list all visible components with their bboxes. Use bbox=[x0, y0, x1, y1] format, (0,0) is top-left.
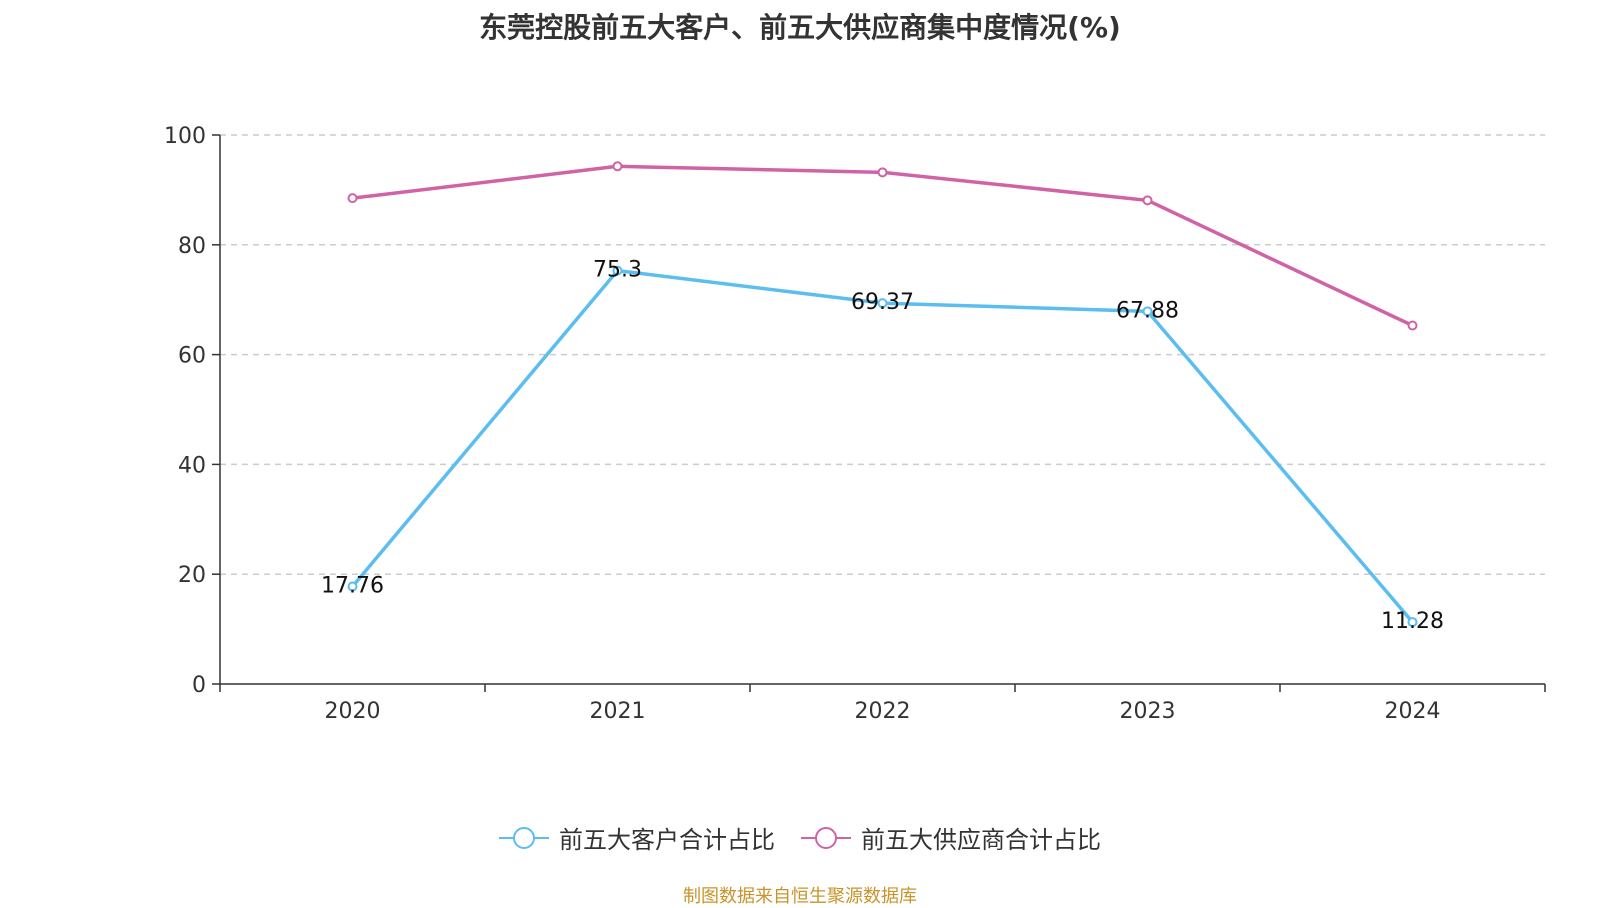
data-point-0 bbox=[612, 265, 623, 276]
y-tick-label: 0 bbox=[192, 673, 206, 698]
x-tick-label: 2021 bbox=[590, 699, 646, 724]
x-tick-label: 2024 bbox=[1385, 699, 1441, 724]
legend: 前五大客户合计占比 前五大供应商合计占比 bbox=[0, 820, 1600, 855]
axes: 0 20 40 60 80 100 2020 2021 2022 2023 2024 bbox=[164, 124, 1546, 724]
data-label: 67.88 bbox=[1116, 298, 1179, 323]
data-point-1 bbox=[1407, 320, 1418, 331]
data-labels: 17.76 75.3 69.37 67.88 11.28 bbox=[321, 258, 1444, 634]
legend-marker-suppliers-icon bbox=[801, 825, 851, 851]
y-tick-label: 40 bbox=[178, 453, 206, 478]
data-point-0 bbox=[347, 581, 358, 592]
x-tick-label: 2020 bbox=[325, 699, 381, 724]
source-note: 制图数据来自恒生聚源数据库 bbox=[683, 886, 917, 907]
data-point-1 bbox=[612, 161, 623, 172]
chart-title: 东莞控股前五大客户、前五大供应商集中度情况(%) bbox=[479, 11, 1121, 44]
legend-label-customers: 前五大客户合计占比 bbox=[559, 826, 775, 854]
series-layer bbox=[347, 161, 1418, 628]
legend-item-customers[interactable]: 前五大客户合计占比 bbox=[499, 820, 775, 855]
data-point-1 bbox=[877, 167, 888, 178]
y-tick-label: 80 bbox=[178, 234, 206, 259]
x-tick-label: 2022 bbox=[855, 699, 911, 724]
data-point-1 bbox=[347, 193, 358, 204]
data-label: 75.3 bbox=[593, 258, 642, 283]
data-point-1 bbox=[1142, 195, 1153, 206]
series-line-0 bbox=[351, 268, 1414, 624]
data-label: 17.76 bbox=[321, 573, 384, 598]
data-point-0 bbox=[1142, 306, 1153, 317]
y-tick-label: 60 bbox=[178, 344, 206, 369]
grid-lines bbox=[220, 134, 1545, 575]
x-tick-label: 2023 bbox=[1120, 699, 1176, 724]
y-tick-label: 100 bbox=[164, 124, 206, 149]
data-label: 11.28 bbox=[1381, 609, 1444, 634]
legend-marker-customers-icon bbox=[499, 825, 549, 851]
y-tick-label: 20 bbox=[178, 563, 206, 588]
data-label: 69.37 bbox=[851, 290, 914, 315]
legend-item-suppliers[interactable]: 前五大供应商合计占比 bbox=[801, 820, 1101, 855]
legend-label-suppliers: 前五大供应商合计占比 bbox=[861, 826, 1101, 854]
data-point-0 bbox=[1407, 617, 1418, 628]
data-point-0 bbox=[877, 298, 888, 309]
